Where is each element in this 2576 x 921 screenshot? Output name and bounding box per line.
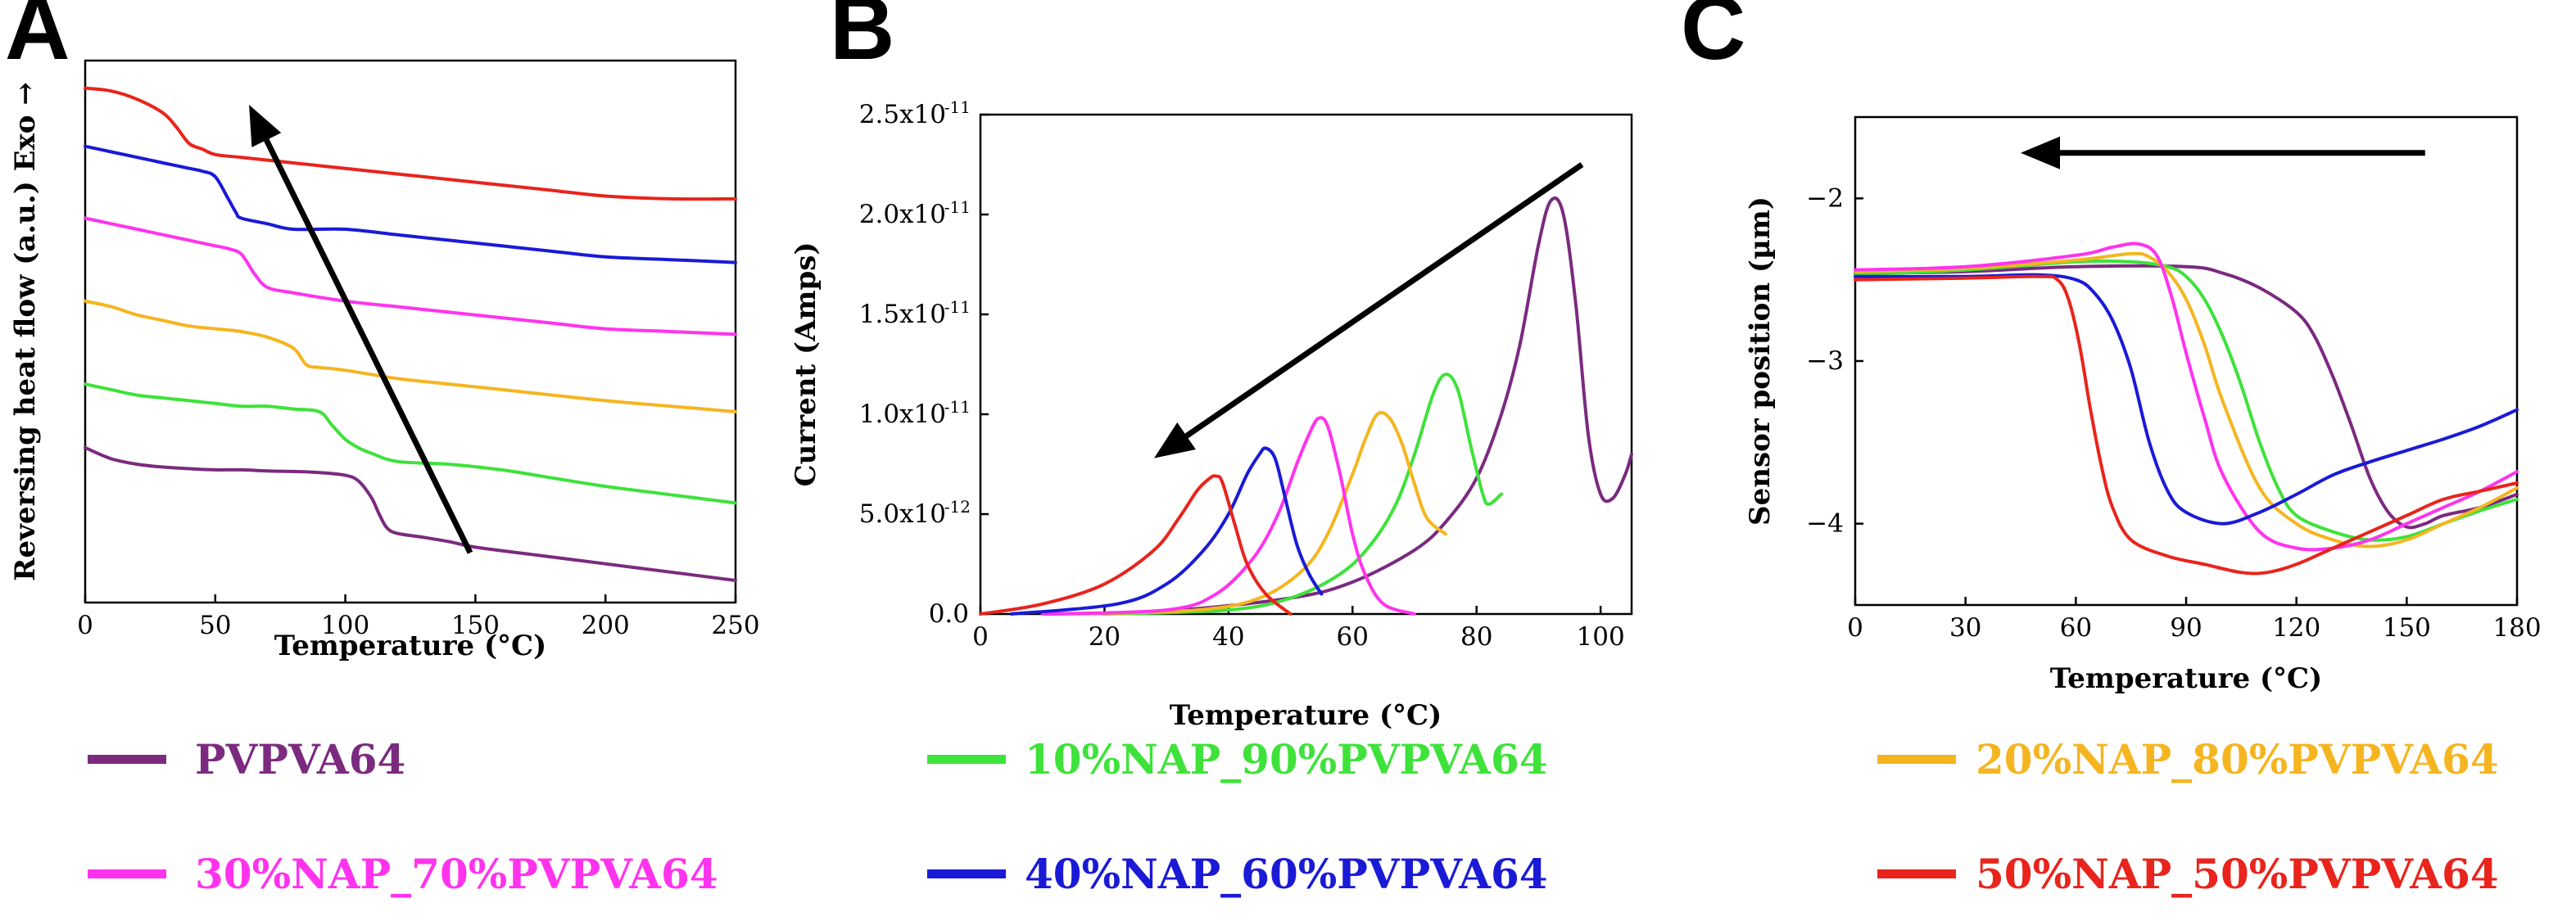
series-line-50-nap-50-pvpva64 — [979, 474, 1293, 616]
series-line-pvpva64 — [1854, 264, 2519, 530]
panel-c-x-tick-label: 120 — [2272, 613, 2320, 643]
legend-swatch — [88, 755, 166, 764]
panel-a-x-tick-label: 50 — [199, 611, 231, 640]
panel-a-trend-arrow — [249, 105, 473, 554]
panel-b-y-tick-exponent: -11 — [944, 297, 971, 317]
panel-a-x-tick-label: 200 — [582, 611, 630, 640]
panel-c-x-tick-label: 60 — [2060, 613, 2092, 643]
panel-b-axes: 0 20 40 60 80 1000.05.0x10-121.0x10-111.5x10-… — [859, 97, 1625, 652]
arrow-head — [249, 105, 282, 147]
panel-b-frame — [979, 113, 1633, 616]
panel-a-frame — [84, 59, 737, 604]
legend-item: 50%NAP_50%PVPVA64 — [1877, 850, 2499, 898]
legend-swatch — [1877, 755, 1956, 764]
legend-label: PVPVA64 — [195, 735, 405, 783]
panel-b-x-tick-label: 100 — [1577, 622, 1625, 652]
panel-c-x-tick-label: 90 — [2170, 613, 2202, 643]
series-line-10-nap-90-pvpva64 — [84, 382, 737, 505]
series-line-10-nap-90-pvpva64 — [1102, 372, 1503, 616]
legend-swatch — [1877, 869, 1956, 878]
series-line-40-nap-60-pvpva64 — [1854, 273, 2519, 526]
panel-c-chart: 0 30 60 90 120 150 180−4−3−2 Temperature (°C) … — [1744, 115, 2542, 695]
panel-b-y-tick-exponent: -11 — [944, 397, 971, 417]
panel-b-x-tick-label: 80 — [1460, 622, 1492, 652]
series-line-10-nap-90-pvpva64 — [1854, 259, 2519, 542]
panel-b-x-label: Temperature (°C) — [1170, 699, 1442, 732]
arrow-head — [1154, 422, 1196, 458]
panel-b-x-tick-label: 20 — [1089, 622, 1120, 652]
series-line-40-nap-60-pvpva64 — [84, 144, 737, 264]
panel-b-y-tick-label: 1.0x10 — [859, 400, 946, 429]
panel-a-x-label: Temperature (°C) — [274, 630, 546, 662]
series-line-20-nap-80-pvpva64 — [84, 299, 737, 413]
series-line-20-nap-80-pvpva64 — [1071, 410, 1447, 616]
series-line-30-nap-70-pvpva64 — [84, 216, 737, 336]
legend-label: 10%NAP_90%PVPVA64 — [1025, 735, 1548, 783]
legend-label: 20%NAP_80%PVPVA64 — [1976, 735, 2499, 783]
panel-b-chart: 0 20 40 60 80 1000.05.0x10-121.0x10-111.5x10-… — [790, 97, 1633, 732]
panel-a-chart: 0 50 100 150 200 250 Temperature (°C) Reversi… — [9, 59, 760, 662]
panel-b-y-tick-label: 5.0x10 — [859, 499, 946, 529]
panel-c-axes: 0 30 60 90 120 150 180 −4 −3 −2 — [1806, 183, 2541, 643]
series-line-40-nap-60-pvpva64 — [1009, 446, 1324, 616]
panel-b-y-tick-label: 1.5x10 — [859, 300, 946, 329]
series-line-30-nap-70-pvpva64 — [1854, 242, 2519, 552]
panel-b-trend-arrow — [1154, 162, 1584, 458]
series-line-pvpva64 — [1040, 196, 1633, 616]
panel-letter-c: C — [1681, 0, 1745, 79]
panel-letter-b: B — [830, 0, 894, 79]
panel-a-x-axis: 0 50 100 150 200 250 — [77, 594, 760, 640]
series-line-50-nap-50-pvpva64 — [1854, 274, 2519, 576]
panel-c-x-tick-label: 150 — [2383, 613, 2431, 643]
panel-b-y-tick-label: 2.0x10 — [859, 200, 946, 229]
arrow-shaft — [264, 138, 473, 554]
panel-c-x-tick-label: 30 — [1949, 613, 1981, 643]
panel-a-y-label: Reversing heat flow (a.u.) Exo → — [9, 82, 42, 581]
panel-b-y-tick-label: 2.5x10 — [859, 100, 946, 129]
panel-c-x-tick-label: 180 — [2492, 613, 2541, 643]
legend-swatch — [927, 869, 1006, 878]
panel-b-y-tick-label: 0.0 — [929, 599, 969, 629]
legend: PVPVA64 10%NAP_90%PVPVA64 20%NAP_80%PVPV… — [88, 735, 2499, 898]
panel-c-x-label: Temperature (°C) — [2050, 662, 2322, 695]
series-line-20-nap-80-pvpva64 — [1854, 251, 2519, 549]
legend-item: PVPVA64 — [88, 735, 405, 783]
arrow-head — [2021, 136, 2060, 169]
panel-b-y-label: Current (Amps) — [790, 242, 822, 487]
legend-label: 40%NAP_60%PVPVA64 — [1025, 850, 1548, 898]
legend-item: 20%NAP_80%PVPVA64 — [1877, 735, 2499, 783]
legend-item: 40%NAP_60%PVPVA64 — [927, 850, 1548, 898]
panel-a-x-tick-label: 250 — [711, 611, 759, 640]
panel-c-plot-area — [1854, 136, 2519, 576]
panel-letter-a: A — [5, 0, 70, 79]
series-line-pvpva64 — [84, 445, 737, 582]
series-line-50-nap-50-pvpva64 — [84, 86, 737, 201]
panel-b-x-tick-label: 40 — [1212, 622, 1244, 652]
legend-swatch — [88, 869, 166, 878]
panel-b-y-tick-exponent: -11 — [944, 197, 971, 217]
panel-a-x-tick-label: 150 — [451, 611, 500, 640]
panel-b-x-tick-label: 60 — [1337, 622, 1369, 652]
panel-b-y-tick-exponent: -12 — [944, 497, 971, 517]
panel-c-y-tick-label: −2 — [1806, 183, 1844, 213]
panel-c-y-label: Sensor position (µm) — [1744, 196, 1777, 526]
series-line-30-nap-70-pvpva64 — [1040, 416, 1416, 616]
panel-b-y-tick-exponent: -11 — [944, 97, 971, 117]
panel-a-plot-area — [84, 86, 737, 582]
panel-c-y-tick-label: −4 — [1806, 509, 1844, 539]
panel-c-trend-arrow — [2021, 136, 2425, 169]
panel-a-x-tick-label: 100 — [321, 611, 369, 640]
legend-item: 10%NAP_90%PVPVA64 — [927, 735, 1548, 783]
panel-c-y-tick-label: −3 — [1806, 346, 1844, 376]
panel-b-plot-area — [979, 162, 1633, 616]
arrow-shaft — [1184, 162, 1584, 439]
panel-c-x-tick-label: 0 — [1847, 613, 1863, 643]
legend-label: 50%NAP_50%PVPVA64 — [1976, 850, 2499, 898]
panel-a-x-tick-label: 0 — [77, 611, 93, 640]
legend-label: 30%NAP_70%PVPVA64 — [195, 850, 718, 898]
legend-swatch — [927, 755, 1006, 764]
panel-b-x-tick-label: 0 — [972, 622, 989, 652]
legend-item: 30%NAP_70%PVPVA64 — [88, 850, 718, 898]
